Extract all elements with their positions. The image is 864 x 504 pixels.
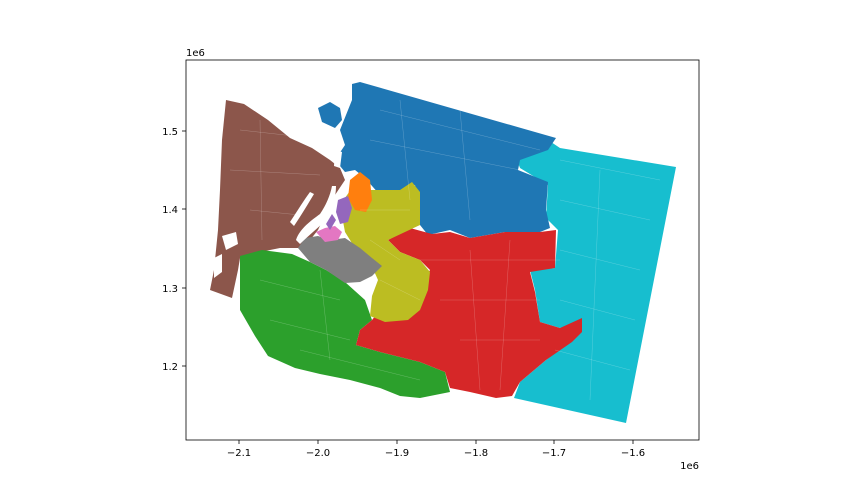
hood-canal-water: [290, 192, 314, 226]
willapa-bay-water: [214, 254, 222, 278]
y-tick-label: 1.5: [162, 127, 178, 138]
precinct-lines: [229, 99, 661, 401]
x-tick-label: −1.9: [385, 448, 409, 459]
puget-sound-water: [296, 186, 336, 244]
district-king-east: [340, 182, 430, 322]
map-districts: [210, 82, 676, 423]
district-eastern: [514, 140, 676, 423]
district-olympic: [210, 100, 345, 298]
y-axis: 1.5 1.4 1.3 1.2 1e6: [162, 48, 205, 373]
district-southwest: [240, 250, 450, 398]
district-seattle-south: [326, 214, 336, 230]
y-tick-label: 1.4: [162, 205, 178, 216]
whidbey-gap: [334, 150, 342, 168]
district-northwest-islands: [318, 102, 342, 128]
x-axis: −2.1 −2.0 −1.9 −1.8 −1.7 −1.6 1e6: [227, 440, 699, 472]
y-tick-label: 1.2: [162, 362, 178, 373]
x-tick-label: −1.7: [542, 448, 566, 459]
x-offset-label: 1e6: [680, 461, 699, 472]
district-northwest: [335, 82, 556, 238]
y-tick-label: 1.3: [162, 284, 178, 295]
district-seattle: [336, 196, 352, 224]
x-tick-label: −1.8: [464, 448, 488, 459]
district-tacoma: [316, 226, 342, 242]
x-tick-label: −2.0: [306, 448, 330, 459]
district-central: [356, 228, 582, 398]
grays-harbor-water: [222, 232, 238, 250]
x-tick-label: −1.6: [621, 448, 645, 459]
district-pierce: [298, 236, 382, 283]
x-tick-label: −2.1: [227, 448, 251, 459]
y-offset-label: 1e6: [186, 48, 205, 59]
district-snohomish: [348, 172, 372, 212]
